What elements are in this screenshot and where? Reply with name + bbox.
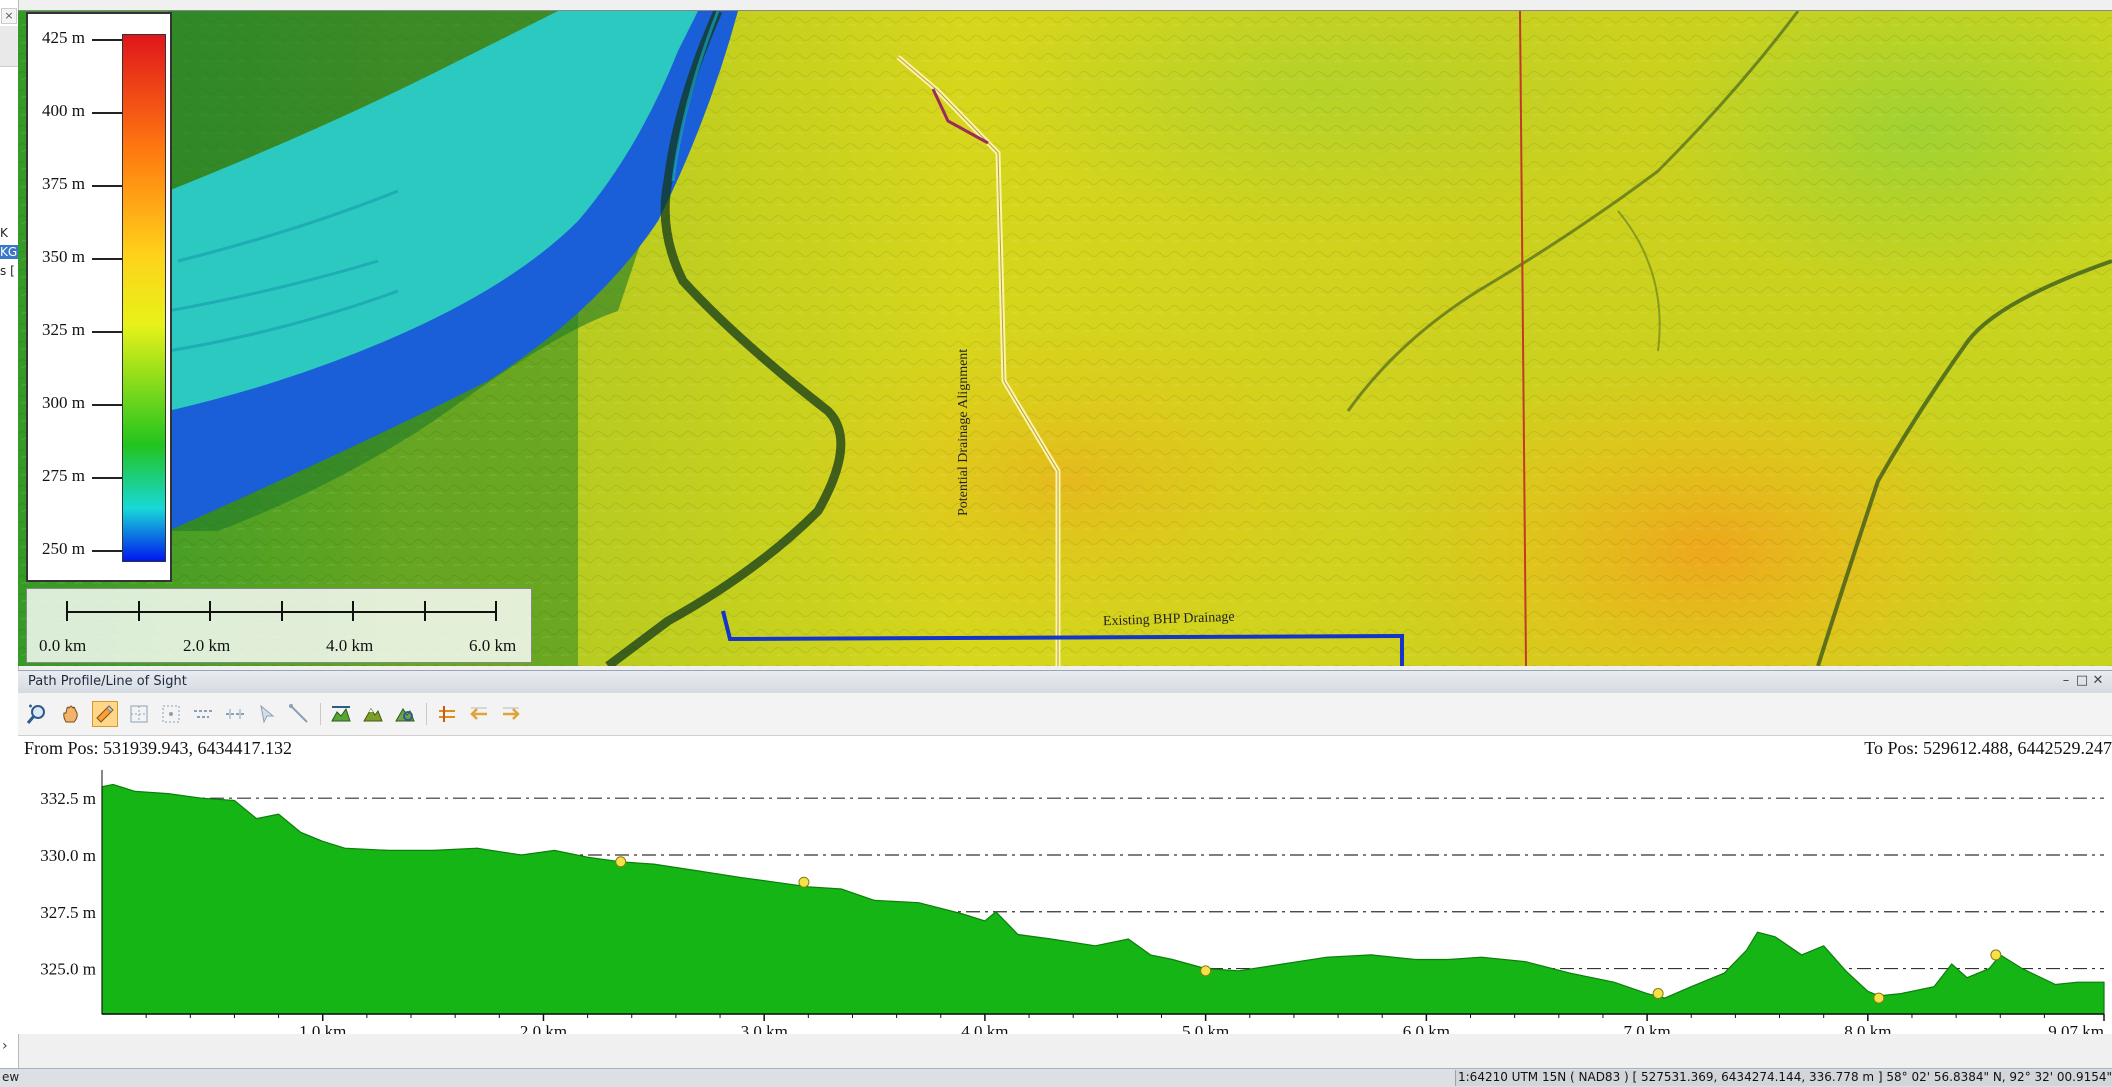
profile-plot: 325.0 m 327.5 m 330.0 m 332.5 m 1.0 km 2.0 km… — [40, 770, 2105, 1034]
align-middle-icon[interactable] — [222, 701, 248, 727]
scale-label: 6.0 km — [469, 636, 517, 655]
expand-chevron-icon[interactable]: › — [2, 1038, 8, 1054]
status-text: ew — [2, 1070, 20, 1084]
zoom-icon[interactable] — [24, 701, 50, 727]
x-tick-label: 5.0 km — [1182, 1022, 1229, 1034]
terrain-view-icon[interactable] — [392, 701, 418, 727]
left-dock-panel: × K KG s [ › — [0, 0, 19, 1070]
legend-label: 325 m — [42, 320, 85, 339]
legend-tick — [92, 550, 122, 552]
x-tick-label: 6.0 km — [1403, 1022, 1450, 1034]
profile-marker — [615, 856, 627, 868]
terrain-fill-icon[interactable] — [360, 701, 386, 727]
legend-label: 350 m — [42, 247, 85, 266]
toolbar-separator — [426, 703, 427, 725]
y-tick-label: 330.0 m — [40, 846, 96, 865]
x-tick-label: 2.0 km — [520, 1022, 567, 1034]
measure-line-icon[interactable] — [286, 701, 312, 727]
legend-label: 300 m — [42, 393, 85, 412]
profile-marker — [1200, 965, 1212, 977]
close-button[interactable]: ✕ — [2092, 673, 2104, 688]
layer-list-item[interactable]: s [ — [0, 264, 15, 278]
legend-tick — [92, 258, 122, 260]
legend-tick — [92, 112, 122, 114]
profile-toolbar — [18, 693, 2112, 736]
restore-button[interactable]: □ — [2075, 673, 2089, 688]
legend-label: 425 m — [42, 28, 85, 47]
select-icon[interactable] — [92, 701, 118, 727]
grid-icon[interactable] — [126, 701, 152, 727]
swap-icon[interactable] — [434, 701, 460, 727]
status-bar: ew 1:64210 UTM 15N ( NAD83 ) [ 527531.36… — [0, 1068, 2112, 1087]
scale-tick — [138, 601, 140, 621]
alignment-label: Potential Drainage Alignment — [956, 348, 971, 516]
scale-tick — [424, 601, 426, 621]
elevation-map-view[interactable]: Existing BHP Drainage Potential Drainage… — [18, 10, 2112, 666]
profile-marker — [1652, 988, 1664, 1000]
legend-tick — [92, 331, 122, 333]
color-ramp — [122, 34, 166, 562]
to-position: To Pos: 529612.488, 6442529.247 — [1864, 738, 2112, 758]
x-tick-label: 9.07 km — [2048, 1022, 2104, 1034]
arrow-right-icon[interactable] — [498, 701, 524, 727]
terrain-profile-icon[interactable] — [328, 701, 354, 727]
scale-label: 0.0 km — [39, 636, 87, 655]
legend-tick — [92, 39, 122, 41]
coordinate-readout: 1:64210 UTM 15N ( NAD83 ) [ 527531.369, … — [1455, 1070, 2112, 1086]
legend-tick — [92, 477, 122, 479]
scale-tick — [495, 601, 497, 621]
shaded-relief-raster — [18, 11, 2112, 666]
grid-dots-icon[interactable] — [158, 701, 184, 727]
panel-title: Path Profile/Line of Sight — [28, 674, 187, 689]
x-tick-label: 7.0 km — [1623, 1022, 1670, 1034]
scale-tick — [209, 601, 211, 621]
scale-label: 2.0 km — [183, 636, 231, 655]
dock-header — [0, 26, 18, 67]
y-tick-label: 327.5 m — [40, 903, 96, 922]
x-tick-label: 3.0 km — [741, 1022, 788, 1034]
layer-list-item-selected[interactable]: KG — [0, 245, 18, 259]
legend-label: 275 m — [42, 466, 85, 485]
y-tick-label: 332.5 m — [40, 789, 96, 808]
toolbar-separator — [320, 703, 321, 725]
x-tick-label: 4.0 km — [961, 1022, 1008, 1034]
elevation-area — [101, 783, 2105, 1015]
legend-tick — [92, 404, 122, 406]
legend-label: 375 m — [42, 174, 85, 193]
profile-marker — [1873, 992, 1885, 1004]
map-scale-bar: 0.0 km 2.0 km 4.0 km 6.0 km — [26, 588, 532, 663]
scale-tick — [66, 601, 68, 621]
profile-marker — [798, 876, 810, 888]
scale-tick — [281, 601, 283, 621]
layer-list-item[interactable]: K — [0, 226, 8, 240]
align-top-icon[interactable] — [190, 701, 216, 727]
pointer-icon[interactable] — [254, 701, 280, 727]
x-tick-label: 8.0 km — [1844, 1022, 1891, 1034]
minimize-button[interactable]: – — [2062, 673, 2070, 688]
path-profile-panel-header: Path Profile/Line of Sight – □ ✕ — [18, 670, 2112, 694]
arrow-left-icon[interactable] — [466, 701, 492, 727]
from-position: From Pos: 531939.943, 6434417.132 — [24, 738, 293, 758]
close-icon[interactable]: × — [1, 8, 17, 24]
y-tick-label: 325.0 m — [40, 960, 96, 979]
legend-label: 400 m — [42, 101, 85, 120]
legend-label: 250 m — [42, 539, 85, 558]
path-profile-chart[interactable]: From Pos: 531939.943, 6434417.132 To Pos… — [18, 736, 2112, 1034]
legend-tick — [92, 185, 122, 187]
scale-label: 4.0 km — [326, 636, 374, 655]
profile-marker — [1990, 949, 2002, 961]
x-tick-label: 1.0 km — [299, 1022, 346, 1034]
elevation-legend: 425 m 400 m 375 m 350 m 325 m 300 m 275 … — [26, 12, 172, 582]
scale-tick — [352, 601, 354, 621]
pan-hand-icon[interactable] — [58, 701, 84, 727]
